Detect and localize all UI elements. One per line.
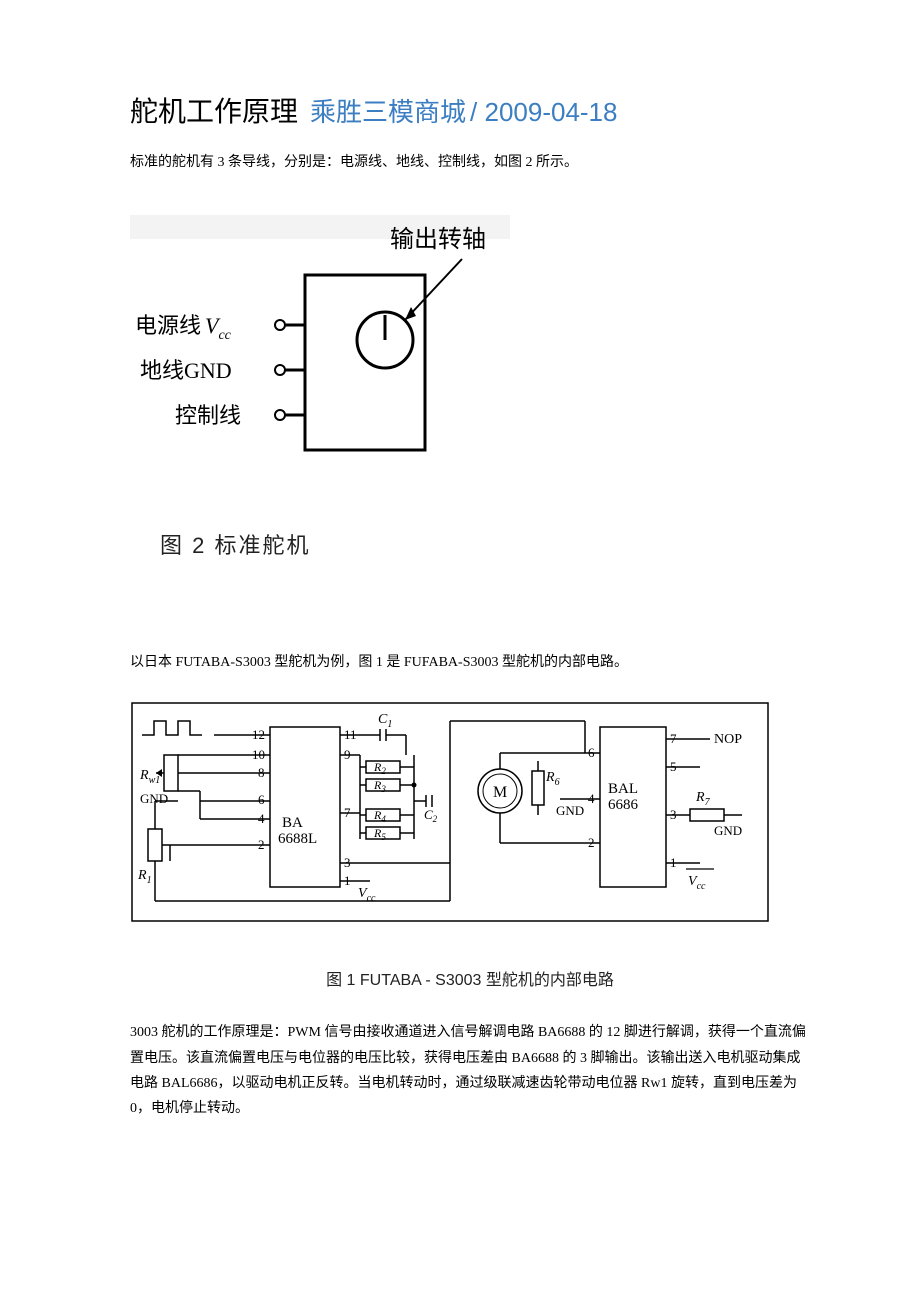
title-source-link[interactable]: 乘胜三模商城 bbox=[310, 97, 466, 127]
label-ctrl: 控制线 bbox=[175, 403, 241, 428]
r6-resistor bbox=[532, 771, 544, 805]
svg-text:12: 12 bbox=[252, 727, 265, 742]
label-c1: C1 bbox=[378, 712, 392, 730]
svg-text:R4: R4 bbox=[373, 808, 386, 824]
pwm-waveform-icon bbox=[142, 721, 202, 735]
figure-2: 输出转轴 电源线 Vcc 地线GND 控制线 图 2 标准舵机 bbox=[130, 215, 810, 560]
chip-bal6686-name2: 6686 bbox=[608, 797, 639, 813]
chip-ba6688l-name2: 6688L bbox=[278, 831, 317, 847]
figure-1-svg: Rw1 GND R1 BA 6688L 1 bbox=[130, 701, 770, 951]
label-gnd-left: GND bbox=[140, 791, 168, 806]
svg-text:R3: R3 bbox=[373, 778, 386, 794]
svg-text:R2: R2 bbox=[373, 760, 386, 776]
svg-text:10: 10 bbox=[252, 747, 265, 762]
label-c2: C2 bbox=[424, 807, 438, 824]
ctrl-terminal bbox=[275, 410, 285, 420]
svg-text:8: 8 bbox=[258, 765, 265, 780]
vcc-terminal bbox=[275, 320, 285, 330]
label-gnd: 地线GND bbox=[140, 358, 232, 383]
label-gnd-mid: GND bbox=[556, 803, 584, 818]
label-gnd-right: GND bbox=[714, 823, 742, 838]
title-date: 2009-04-18 bbox=[484, 97, 617, 127]
r7-resistor bbox=[690, 809, 724, 821]
title-line: 舵机工作原理 乘胜三模商城 / 2009-04-18 bbox=[130, 90, 810, 130]
title-main: 舵机工作原理 bbox=[130, 97, 298, 128]
label-vcc-prefix: 电源线 bbox=[135, 313, 201, 338]
label-rw1: Rw1 bbox=[139, 768, 160, 786]
chip-ba6688l-name1: BA bbox=[282, 815, 303, 831]
label-output-shaft: 输出转轴 bbox=[390, 226, 486, 253]
paragraph-2: 以日本 FUTABA-S3003 型舵机为例，图 1 是 FUFABA-S300… bbox=[130, 650, 810, 675]
servo-body bbox=[305, 275, 425, 450]
label-r1: R1 bbox=[137, 868, 152, 886]
svg-text:2: 2 bbox=[258, 837, 265, 852]
svg-text:6: 6 bbox=[258, 792, 265, 807]
chip-ba6688l bbox=[270, 727, 340, 887]
figure-2-caption: 图 2 标准舵机 bbox=[160, 528, 810, 560]
figure-2-svg: 输出转轴 电源线 Vcc 地线GND 控制线 bbox=[130, 215, 510, 505]
label-r6: R6 bbox=[545, 770, 560, 788]
svg-text:6: 6 bbox=[588, 745, 595, 760]
label-motor: M bbox=[493, 784, 507, 801]
rw1-resistor bbox=[164, 755, 178, 791]
paragraph-1: 标准的舵机有 3 条导线，分别是：电源线、地线、控制线，如图 2 所示。 bbox=[130, 150, 810, 175]
chip-bal6686-name1: BAL bbox=[608, 781, 638, 797]
figure-1-caption: 图 1 FUTABA - S3003 型舵机的内部电路 bbox=[130, 966, 810, 990]
svg-text:R5: R5 bbox=[373, 826, 386, 842]
output-arrow-line bbox=[405, 259, 462, 320]
paragraph-3: 3003 舵机的工作原理是：PWM 信号由接收通道进入信号解调电路 BA6688… bbox=[130, 1020, 810, 1121]
document-page: 舵机工作原理 乘胜三模商城 / 2009-04-18 标准的舵机有 3 条导线，… bbox=[0, 0, 920, 1191]
figure-1: Rw1 GND R1 BA 6688L 1 bbox=[130, 701, 810, 990]
svg-text:4: 4 bbox=[258, 811, 265, 826]
gnd-terminal bbox=[275, 365, 285, 375]
svg-text:4: 4 bbox=[588, 791, 595, 806]
label-vcc-sym: Vcc bbox=[205, 313, 232, 343]
label-nop: NOP bbox=[714, 732, 742, 747]
label-r7: R7 bbox=[695, 790, 711, 808]
r1-resistor bbox=[148, 829, 162, 861]
title-sep: / bbox=[470, 97, 484, 127]
svg-text:2: 2 bbox=[588, 835, 595, 850]
label-vcc-right: Vcc bbox=[688, 874, 706, 892]
